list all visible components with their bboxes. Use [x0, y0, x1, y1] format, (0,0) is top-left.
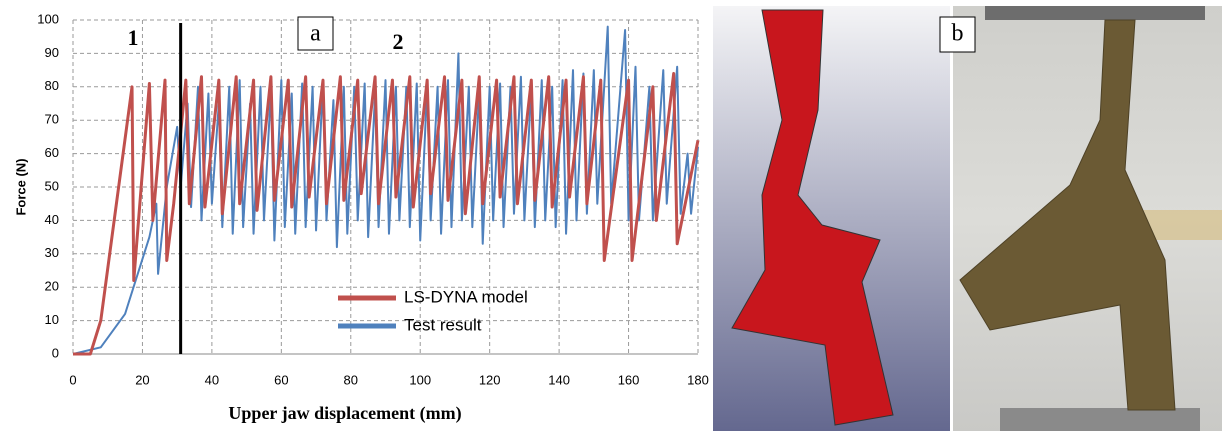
y-tick-label: 100: [37, 11, 59, 26]
x-tick-label: 180: [687, 372, 709, 387]
chart: 0 10 20 30 40 50 60 70 80 90 100 0 20 40 60 80 100 120 140…: [13, 11, 708, 424]
panel-label: b: [952, 21, 964, 47]
x-tick-label: 100: [409, 372, 431, 387]
y-tick-label: 20: [45, 279, 59, 294]
y-tick-label: 50: [45, 178, 59, 193]
fabric-simulation: [731, 9, 894, 426]
upper-jaw: [985, 6, 1205, 20]
y-tick-label: 90: [45, 45, 59, 60]
x-tick-label: 140: [548, 372, 570, 387]
panel-label-box: [939, 16, 976, 53]
x-axis-title: Upper jaw displacement (mm): [228, 403, 461, 424]
y-tick-label: 60: [45, 145, 59, 160]
x-tick-label: 160: [618, 372, 640, 387]
x-tick-label: 80: [344, 372, 358, 387]
y-tick-label: 70: [45, 112, 59, 127]
series-line: [73, 71, 700, 356]
y-tick-label: 80: [45, 78, 59, 93]
legend-swatch: [338, 295, 396, 301]
panel-label-box: [297, 16, 334, 51]
x-tick-label: 0: [69, 372, 76, 387]
annotation: 1: [128, 25, 139, 50]
y-tick-label: 10: [45, 312, 59, 327]
y-tick-label: 40: [45, 212, 59, 227]
legend-label: Test result: [404, 315, 482, 334]
x-tick-label: 120: [479, 372, 501, 387]
x-tick-label: 60: [274, 372, 288, 387]
legend-swatch: [338, 323, 396, 329]
legend-label: LS-DYNA model: [404, 287, 528, 306]
y-tick-label: 0: [52, 345, 59, 360]
lower-jaw: [1000, 408, 1200, 431]
panel-label: a: [310, 21, 321, 47]
x-tick-label: 40: [205, 372, 219, 387]
y-axis-title: Force (N): [13, 158, 28, 215]
x-tick-label: 20: [135, 372, 149, 387]
fabric-specimen: [959, 19, 1176, 411]
y-tick-label: 30: [45, 245, 59, 260]
annotation: 2: [393, 29, 404, 54]
